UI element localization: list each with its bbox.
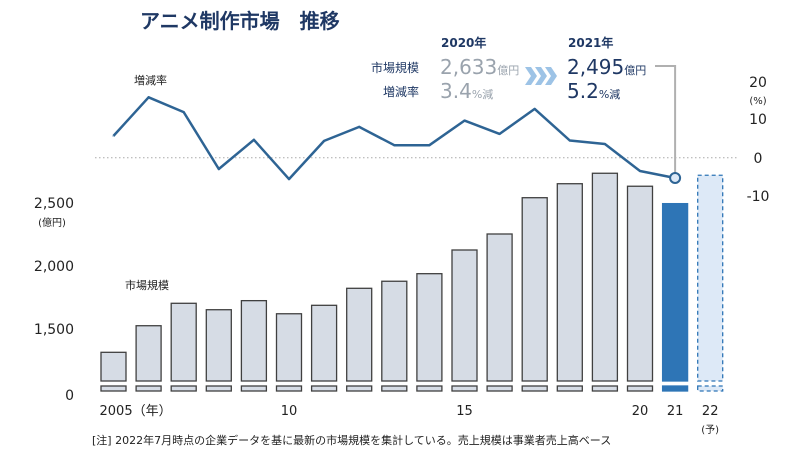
bar-stub-2014 [416, 385, 443, 392]
line-series-label: 増減率 [134, 73, 167, 87]
chevron-arrow-icon [525, 67, 557, 85]
bar-stub-2012 [346, 385, 373, 392]
bar-2007 [170, 302, 197, 382]
y-tick-2000: 2,000 [34, 259, 74, 275]
bar-2012 [346, 287, 373, 382]
bar-2011 [310, 304, 338, 382]
callout-connector [655, 65, 677, 173]
chart-title: アニメ制作市場 推移 [140, 9, 340, 33]
bar-2017 [521, 197, 548, 382]
growth-rate-line [112, 96, 676, 181]
bar-stub-2017 [521, 385, 548, 392]
bar-stub-2018 [556, 385, 583, 392]
bar-stub-2006 [135, 385, 162, 392]
bar-2022 [697, 174, 724, 382]
summary-label-size: 市場規模 [371, 60, 419, 75]
summary-2021-year: 2021年 [568, 35, 613, 50]
bar-2018 [556, 183, 583, 382]
x-tick-2005: 2005（年） [100, 404, 172, 419]
y2-tick-0: 0 [754, 151, 763, 167]
bar-stub-2005 [100, 385, 127, 392]
x-tick-2022: 22 [702, 404, 719, 419]
bar-2005 [100, 351, 127, 382]
bar-2019 [591, 172, 619, 382]
bar-series-label: 市場規模 [125, 278, 169, 292]
x-tick-2010: 10 [281, 404, 298, 419]
bar-2010 [275, 313, 303, 382]
summary-2021-rate: 5.2%減 [567, 79, 620, 103]
bar-2021 [661, 202, 689, 382]
y2-unit-label: (%) [749, 96, 766, 107]
bar-stub-2022 [697, 385, 724, 392]
bar-stub-2010 [275, 385, 303, 392]
y-tick-0: 0 [65, 388, 74, 404]
bar-2014 [416, 273, 443, 382]
bar-2008 [205, 309, 232, 382]
bar-stub-2011 [310, 385, 338, 392]
bar-2006 [135, 325, 162, 382]
bar-stub-2021 [661, 385, 689, 392]
bar-stub-2016 [486, 385, 513, 392]
y-tick-1500: 1,500 [34, 322, 74, 338]
bar-stub-2015 [451, 385, 478, 392]
bar-stub-2007 [170, 385, 197, 392]
bar-stub-2009 [240, 385, 268, 392]
footnote: [注] 2022年7月時点の企業データを基に最新の市場規模を集計している。売上規… [92, 433, 611, 447]
bar-2009 [240, 299, 268, 382]
summary-2021-size: 2,495億円 [567, 55, 646, 79]
bar-stub-2008 [205, 385, 232, 392]
y-unit-label: (億円) [38, 216, 66, 229]
bar-2016 [486, 233, 513, 382]
y-tick-2500: 2,500 [34, 196, 74, 212]
y2-tick-20: 20 [749, 75, 767, 91]
bar-stub-2020 [626, 385, 654, 392]
line-point-2021 [669, 171, 682, 184]
bar-stub-2013 [381, 385, 408, 392]
summary-2020-year: 2020年 [441, 35, 486, 50]
bar-2020 [626, 185, 654, 382]
y2-tick-minus10: -10 [747, 189, 770, 205]
x-tick-2021: 21 [667, 404, 684, 419]
bar-stub-2019 [591, 385, 619, 392]
forecast-label: (予) [701, 424, 719, 436]
summary-2020-size: 2,633億円 [440, 55, 519, 79]
bar-2015 [451, 249, 478, 382]
summary-2020-rate: 3.4%減 [440, 79, 493, 103]
x-tick-2020: 20 [632, 404, 649, 419]
y2-tick-10: 10 [749, 112, 767, 128]
summary-label-rate: 増減率 [383, 84, 419, 99]
bar-2013 [381, 280, 408, 382]
x-tick-2015: 15 [456, 404, 473, 419]
